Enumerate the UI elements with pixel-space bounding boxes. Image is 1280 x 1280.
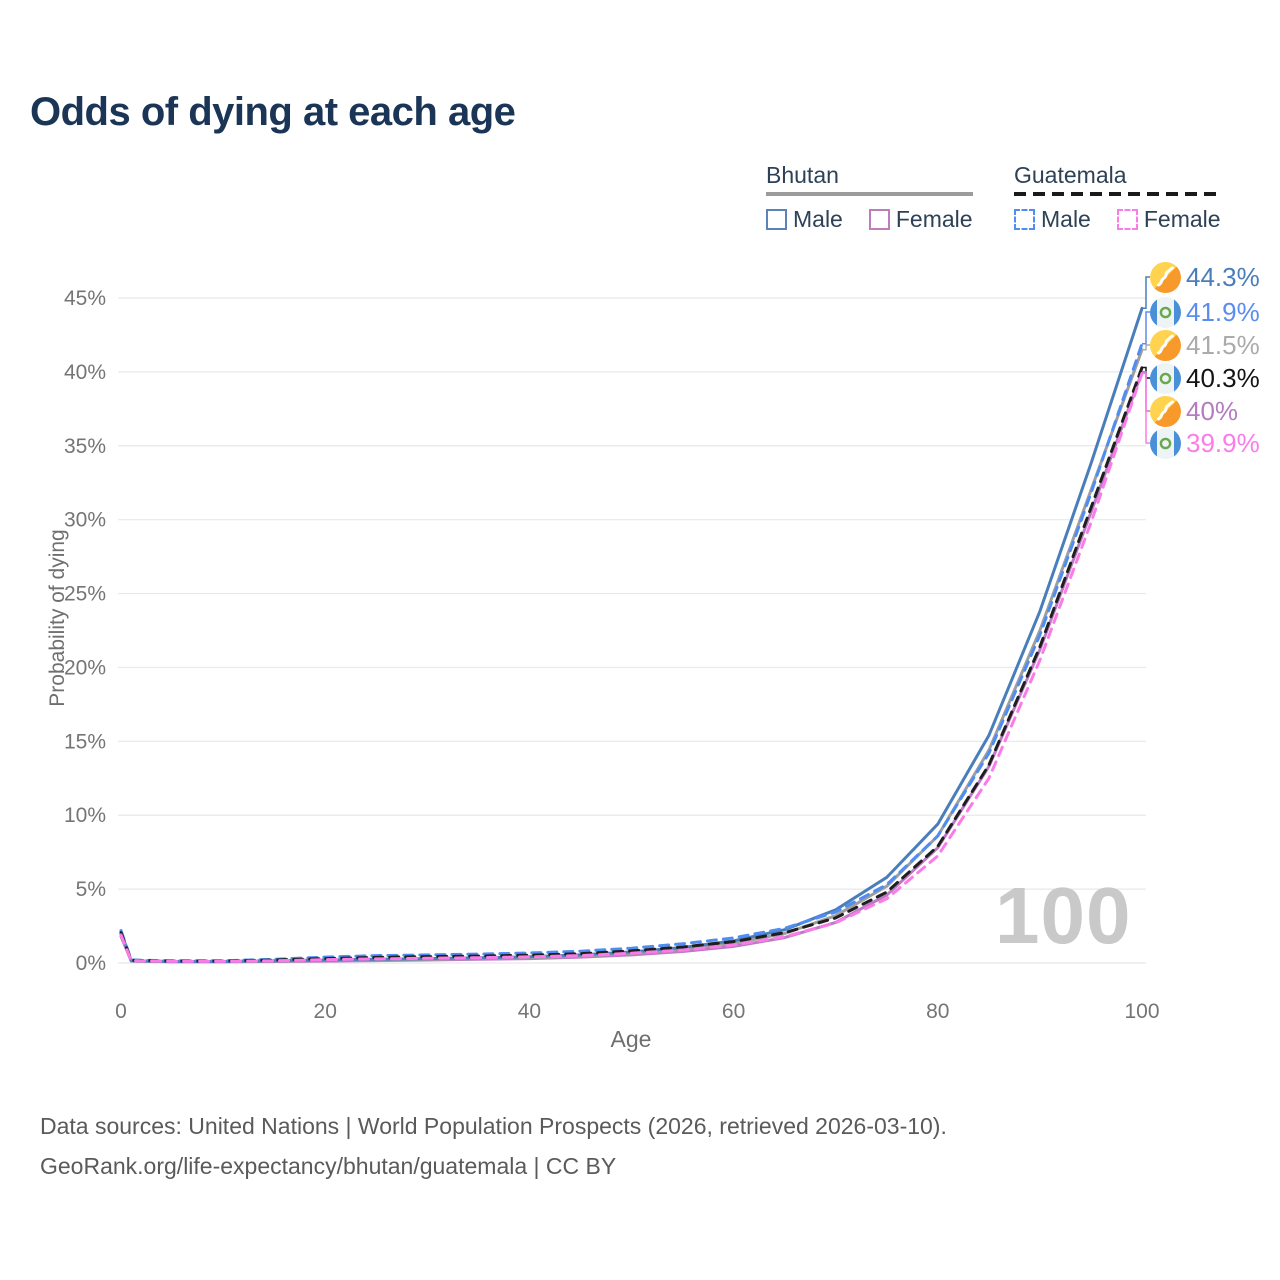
data-source-line1: Data sources: United Nations | World Pop… <box>40 1113 947 1139</box>
series-line-bhutan-all <box>119 348 1144 964</box>
end-label-guatemala-all: 40.3% <box>1150 363 1260 394</box>
end-label-connector <box>1142 372 1150 444</box>
end-label-connector <box>1142 344 1150 351</box>
x-tick-label: 40 <box>518 1000 541 1023</box>
guatemala-flag-icon <box>1150 363 1181 394</box>
hover-age-indicator: 100 <box>995 871 1132 960</box>
guatemala-flag-icon <box>1150 428 1181 459</box>
bhutan-line-style-sample <box>766 192 973 196</box>
y-tick-label: 40% <box>64 361 106 384</box>
y-tick-label: 30% <box>64 509 106 532</box>
x-axis-title: Age <box>610 1026 652 1052</box>
y-tick-label: 45% <box>64 287 106 310</box>
legend-item-guatemala-female[interactable]: Female <box>1116 206 1221 233</box>
end-label-bhutan-male: 44.3% <box>1150 262 1260 293</box>
legend-item-bhutan-female[interactable]: Female <box>868 206 973 233</box>
end-label-value: 41.9% <box>1186 297 1260 327</box>
legend-label: Female <box>895 206 973 232</box>
bhutan-flag-icon <box>1150 330 1181 361</box>
series-line-guatemala-female <box>119 371 1144 963</box>
y-tick-label: 35% <box>64 435 106 458</box>
bhutan-male-swatch <box>766 209 787 230</box>
legend-country-guatemala[interactable]: Guatemala <box>1014 162 1127 188</box>
y-tick-label: 10% <box>64 804 106 827</box>
end-label-value: 40.3% <box>1186 363 1260 393</box>
end-label-bhutan-all: 41.5% <box>1150 330 1260 361</box>
y-tick-label: 15% <box>64 730 106 753</box>
legend-group-bhutan: Bhutan Male Female <box>766 162 973 233</box>
legend-country-bhutan[interactable]: Bhutan <box>766 162 839 188</box>
legend-label: Male <box>1041 206 1091 232</box>
legend-item-guatemala-male[interactable]: Male <box>1014 206 1091 233</box>
y-tick-label: 5% <box>76 878 106 901</box>
legend-item-bhutan-male[interactable]: Male <box>766 206 843 233</box>
y-axis-title: Probability of dying <box>46 529 69 707</box>
end-label-connector <box>1142 311 1150 345</box>
data-source-note: Data sources: United Nations | World Pop… <box>40 1106 947 1186</box>
legend-label: Female <box>1143 206 1221 232</box>
page-title: Odds of dying at each age <box>30 90 516 134</box>
bhutan-flag-icon <box>1150 396 1181 427</box>
end-label-value: 41.5% <box>1186 330 1260 360</box>
legend-label: Male <box>793 206 843 232</box>
end-label-guatemala-female: 39.9% <box>1150 428 1260 459</box>
x-tick-label: 20 <box>314 1000 337 1023</box>
series-line-bhutan-male <box>119 306 1144 963</box>
x-tick-label: 100 <box>1124 1000 1159 1023</box>
data-source-line2: GeoRank.org/life-expectancy/bhutan/guate… <box>40 1153 617 1179</box>
guatemala-male-swatch <box>1014 209 1035 230</box>
guatemala-flag-icon <box>1150 297 1181 328</box>
end-label-bhutan-female: 40% <box>1150 396 1238 427</box>
x-tick-label: 80 <box>926 1000 949 1023</box>
series-line-guatemala-all <box>119 366 1144 963</box>
x-tick-label: 60 <box>722 1000 745 1023</box>
guatemala-female-swatch <box>1116 209 1138 230</box>
y-tick-label: 25% <box>64 583 106 606</box>
x-tick-label: 0 <box>115 1000 127 1023</box>
bhutan-female-swatch <box>868 209 890 230</box>
end-label-value: 39.9% <box>1186 428 1260 458</box>
series-line-guatemala-male <box>119 342 1144 963</box>
end-label-value: 44.3% <box>1186 262 1260 292</box>
end-label-connector <box>1142 276 1150 310</box>
guatemala-line-style-sample <box>1014 192 1221 196</box>
end-label-guatemala-male: 41.9% <box>1150 297 1260 328</box>
bhutan-flag-icon <box>1150 262 1181 293</box>
y-tick-label: 0% <box>76 952 106 975</box>
legend-group-guatemala: Guatemala Male Female <box>1014 162 1221 233</box>
y-tick-label: 20% <box>64 656 106 679</box>
end-label-value: 40% <box>1186 396 1239 426</box>
